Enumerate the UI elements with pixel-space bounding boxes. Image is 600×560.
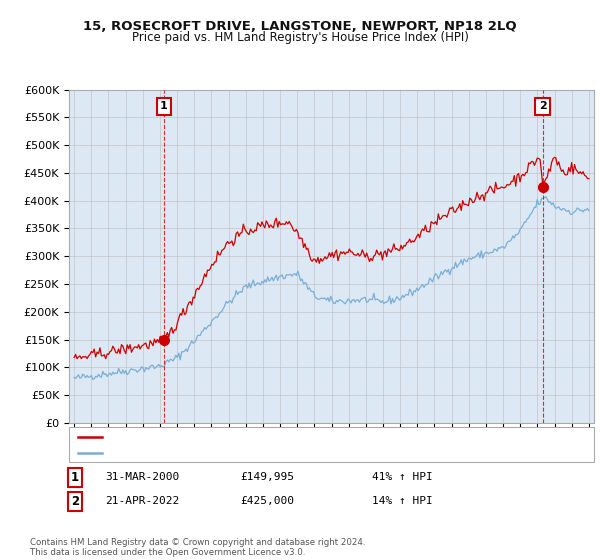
Text: 31-MAR-2000: 31-MAR-2000 [105,472,179,482]
Text: Price paid vs. HM Land Registry's House Price Index (HPI): Price paid vs. HM Land Registry's House … [131,31,469,44]
Text: £425,000: £425,000 [240,496,294,506]
Text: 14% ↑ HPI: 14% ↑ HPI [372,496,433,506]
Text: 2: 2 [539,101,547,111]
Text: 2: 2 [71,494,79,508]
Text: 21-APR-2022: 21-APR-2022 [105,496,179,506]
Text: Contains HM Land Registry data © Crown copyright and database right 2024.
This d: Contains HM Land Registry data © Crown c… [30,538,365,557]
Text: 41% ↑ HPI: 41% ↑ HPI [372,472,433,482]
Text: 15, ROSECROFT DRIVE, LANGSTONE, NEWPORT, NP18 2LQ (detached house): 15, ROSECROFT DRIVE, LANGSTONE, NEWPORT,… [108,432,508,442]
Text: 15, ROSECROFT DRIVE, LANGSTONE, NEWPORT, NP18 2LQ: 15, ROSECROFT DRIVE, LANGSTONE, NEWPORT,… [83,20,517,32]
Text: £149,995: £149,995 [240,472,294,482]
Text: 1: 1 [71,470,79,484]
Text: 1: 1 [160,101,168,111]
Text: HPI: Average price, detached house, Newport: HPI: Average price, detached house, Newp… [108,448,345,458]
